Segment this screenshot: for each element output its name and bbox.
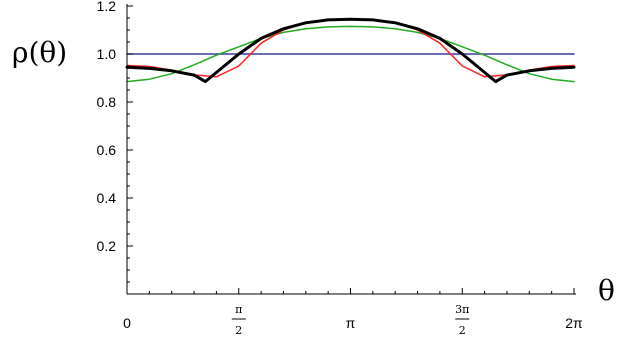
y-tick-label: 1.2	[97, 0, 117, 14]
series-layer	[125, 17, 576, 84]
x-tick-label: π	[346, 315, 356, 331]
x-axis-title: θ	[598, 274, 615, 307]
series-line-2	[126, 25, 575, 83]
series-line-4	[125, 17, 576, 84]
y-tick-label: 0.2	[97, 238, 117, 254]
y-tick-label: 0.8	[97, 94, 117, 110]
x-tick-label-numerator: 3π	[455, 303, 469, 316]
x-tick-label-denominator: 2	[459, 324, 466, 337]
x-tick-label: 2π	[565, 315, 583, 331]
y-tick-label: 0.6	[97, 142, 117, 158]
x-tick-label-denominator: 2	[235, 324, 242, 337]
y-tick-label: 0.4	[97, 190, 117, 206]
y-axis-title: ρ(θ)	[12, 36, 67, 69]
x-tick-label: 0	[123, 315, 131, 331]
y-tick-label: 1.0	[97, 46, 117, 62]
x-tick-label-numerator: π	[235, 303, 242, 316]
series-line-3	[126, 18, 575, 78]
